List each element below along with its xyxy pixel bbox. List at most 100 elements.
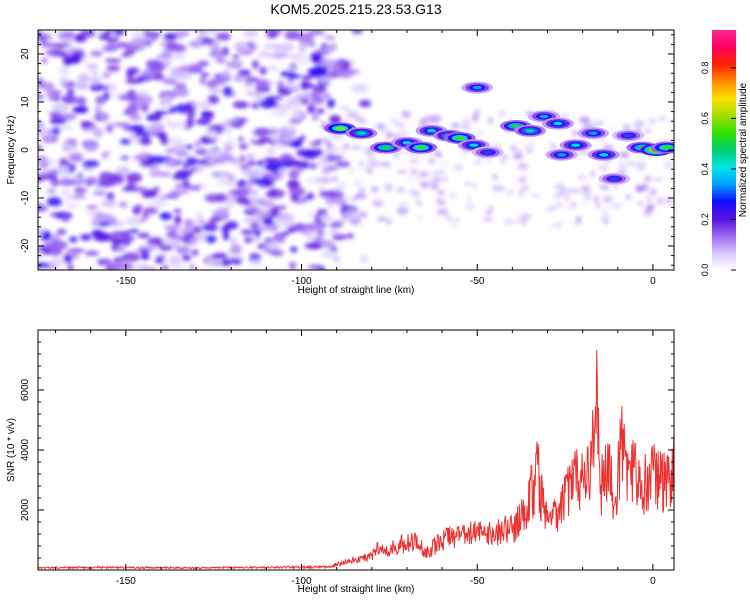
noise-blob [436, 208, 449, 216]
noise-blob [215, 57, 227, 64]
noise-blob [236, 180, 245, 187]
signal-blob [427, 129, 436, 133]
noise-blob [211, 124, 226, 131]
noise-blob [40, 82, 55, 91]
signal-blob [483, 150, 493, 155]
noise-blob [405, 177, 416, 183]
chart-title: KOM5.2025.215.23.53.G13 [270, 1, 442, 17]
noise-blob [397, 169, 408, 174]
noise-blob [319, 59, 337, 67]
noise-blob [111, 237, 124, 245]
noise-blob [289, 261, 297, 270]
noise-blob [175, 169, 194, 176]
noise-blob [331, 176, 338, 181]
noise-blob [551, 222, 561, 228]
noise-blob [649, 188, 657, 196]
noise-blob [199, 77, 207, 85]
noise-blob [350, 197, 357, 202]
noise-blob [111, 230, 119, 239]
noise-blob [335, 161, 351, 168]
noise-blob [117, 243, 126, 254]
noise-blob [329, 114, 342, 125]
noise-blob [644, 176, 652, 181]
noise-blob [312, 237, 324, 242]
noise-blob [191, 249, 199, 256]
y-tick-label: -10 [20, 190, 31, 205]
noise-blob [272, 137, 282, 146]
noise-blob [371, 186, 379, 193]
noise-blob [307, 177, 315, 185]
noise-blob [594, 195, 599, 203]
noise-blob [359, 160, 364, 168]
noise-blob [593, 121, 605, 125]
noise-blob [330, 247, 338, 252]
noise-blob [204, 30, 220, 35]
noise-blob [196, 160, 206, 166]
noise-blob [59, 76, 68, 85]
noise-blob [488, 205, 494, 212]
noise-blob [518, 175, 527, 184]
noise-blob [279, 153, 294, 163]
signal-blob [469, 143, 479, 147]
noise-blob [247, 178, 254, 187]
noise-blob [211, 208, 229, 219]
noise-blob [304, 242, 323, 250]
noise-blob [167, 137, 185, 146]
noise-blob [423, 116, 433, 120]
noise-blob [47, 189, 57, 194]
noise-blob [330, 133, 345, 139]
noise-blob [126, 67, 140, 75]
noise-blob [38, 93, 44, 100]
noise-blob [286, 221, 297, 227]
noise-blob [233, 74, 244, 83]
noise-blob [39, 42, 55, 47]
noise-blob [274, 220, 291, 230]
noise-blob [553, 184, 566, 189]
snr-y-axis: 2000 4000 6000 [20, 329, 674, 571]
noise-blob [196, 213, 203, 220]
noise-blob [242, 217, 260, 224]
noise-blob [232, 101, 250, 109]
noise-blob [253, 209, 272, 218]
noise-blob [222, 68, 231, 76]
y-tick-label: 20 [20, 48, 31, 60]
noise-blob [216, 179, 223, 187]
noise-blob [129, 113, 142, 122]
noise-blob [453, 217, 460, 224]
noise-blob [158, 244, 173, 251]
noise-blob [165, 148, 177, 154]
noise-blob [449, 191, 456, 200]
noise-blob [384, 183, 393, 192]
noise-blob [255, 79, 270, 89]
noise-blob [161, 49, 173, 55]
noise-blob [331, 233, 347, 241]
noise-blob [67, 263, 74, 270]
noise-blob [232, 54, 240, 59]
noise-blob [168, 43, 186, 52]
colorbar-tick-label: 0.6 [700, 112, 710, 125]
noise-blob [407, 188, 417, 194]
noise-blob [161, 239, 180, 245]
noise-blob [62, 143, 78, 151]
noise-blob [249, 222, 260, 228]
noise-blob [246, 153, 255, 159]
noise-blob [638, 200, 643, 207]
noise-blob [209, 49, 226, 58]
noise-blob [91, 76, 99, 84]
signal-blob [623, 133, 633, 138]
noise-blob [665, 198, 673, 204]
noise-blob [172, 51, 185, 61]
noise-blob [191, 101, 203, 107]
noise-blob [585, 192, 591, 201]
noise-blob [90, 65, 99, 76]
noise-blob [174, 233, 188, 241]
noise-blob [120, 155, 130, 161]
noise-blob [417, 175, 423, 181]
noise-blob [84, 250, 100, 256]
noise-blob [271, 109, 289, 117]
noise-blob [194, 140, 201, 148]
noise-blob [38, 262, 50, 269]
noise-blob [227, 173, 235, 182]
spectrogram-x-label: Height of straight line (km) [298, 285, 415, 296]
noise-blob [94, 105, 102, 114]
